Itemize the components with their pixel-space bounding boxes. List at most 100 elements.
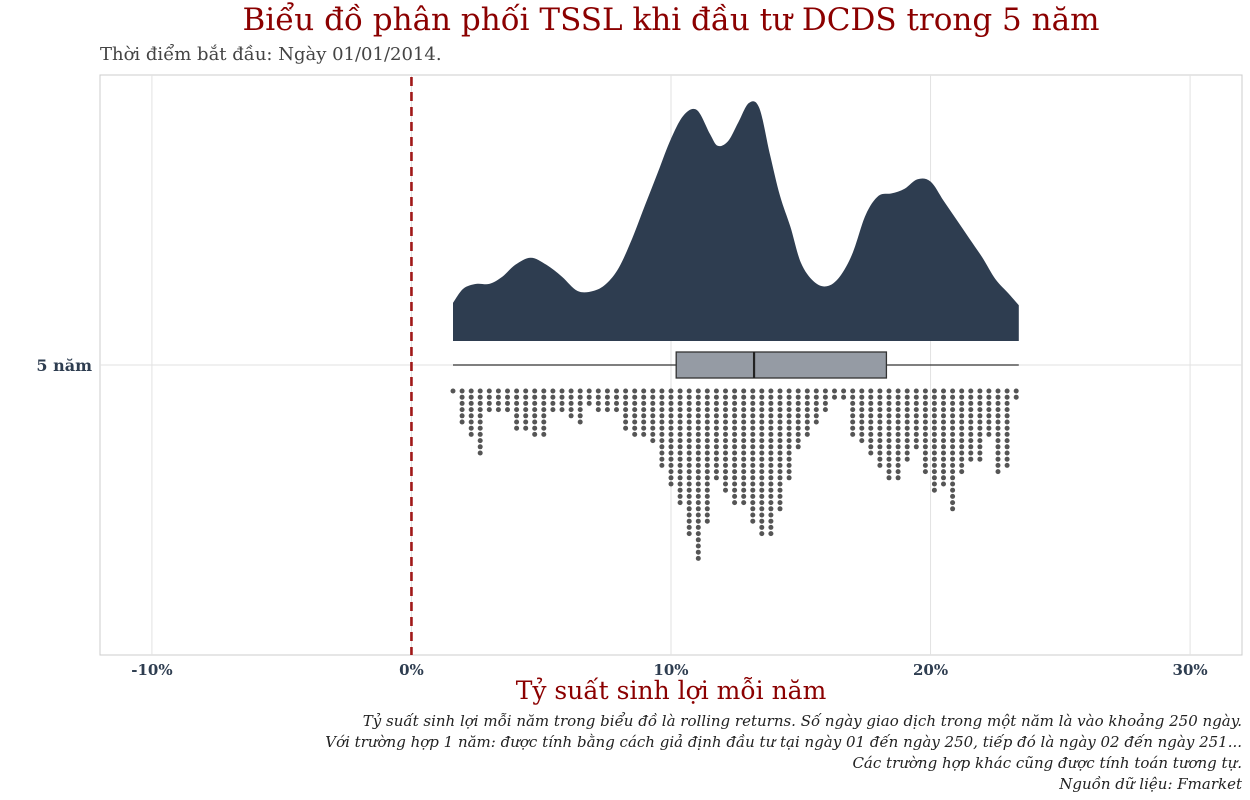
data-dot [968, 438, 974, 444]
data-dot [514, 388, 520, 394]
data-dot [931, 419, 937, 425]
data-dot [777, 493, 783, 499]
data-dot [650, 388, 656, 394]
data-dot [913, 413, 919, 419]
data-dot [931, 438, 937, 444]
data-dot [659, 407, 665, 413]
data-dot [822, 407, 828, 413]
data-dot [777, 425, 783, 431]
data-dot [859, 388, 865, 394]
data-dot [514, 394, 520, 400]
data-dot [922, 400, 928, 406]
data-dot [922, 407, 928, 413]
data-dot [741, 413, 747, 419]
data-dot [904, 407, 910, 413]
caption-line: Các trường hợp khác cũng được tính toán … [852, 754, 1242, 772]
data-dot [941, 388, 946, 394]
data-dot [514, 413, 520, 419]
data-dot [877, 438, 883, 444]
data-dot [559, 407, 565, 413]
data-dot [959, 456, 965, 462]
data-dot [1004, 438, 1010, 444]
data-dot [959, 419, 965, 425]
data-dot [614, 407, 619, 413]
data-dot [541, 425, 547, 431]
data-dot [922, 438, 928, 444]
data-dot [995, 469, 1001, 475]
data-dot [723, 394, 728, 400]
data-dot [695, 469, 701, 475]
data-dot [895, 444, 901, 450]
data-dot [577, 388, 583, 394]
data-dot [904, 425, 910, 431]
data-dot [868, 444, 874, 450]
data-dot [777, 506, 783, 512]
data-dot [750, 500, 756, 506]
data-dot [786, 438, 792, 444]
data-dot [922, 456, 928, 462]
data-dot [768, 493, 774, 499]
data-dot [741, 438, 747, 444]
data-dot [704, 438, 710, 444]
data-dot [704, 469, 710, 475]
data-dot [695, 431, 701, 437]
caption-line: Với trường hợp 1 năm: được tính bằng các… [325, 733, 1242, 751]
data-dot [659, 438, 665, 444]
data-dot [650, 400, 656, 406]
data-dot [877, 462, 883, 468]
data-dot [959, 388, 965, 394]
data-dot [804, 388, 810, 394]
data-dot [750, 388, 756, 394]
data-dot [931, 444, 937, 450]
data-dot [786, 419, 792, 425]
data-dot [577, 413, 583, 419]
data-dot [468, 407, 474, 413]
data-dot [768, 450, 774, 456]
data-dot [532, 419, 538, 425]
data-dot [723, 407, 728, 413]
data-dot [723, 462, 728, 468]
data-dot [686, 456, 692, 462]
data-dot [677, 500, 683, 506]
data-dot [695, 487, 701, 493]
data-dot [695, 456, 701, 462]
data-dot [632, 431, 638, 437]
data-dot [723, 419, 728, 425]
data-dot [505, 400, 510, 406]
data-dot [913, 431, 919, 437]
data-dot [986, 431, 992, 437]
data-dot [941, 444, 946, 450]
data-dot [477, 419, 483, 425]
data-dot [877, 444, 883, 450]
y-category-label: 5 năm [36, 356, 92, 375]
data-dot [695, 450, 701, 456]
data-dot [704, 400, 710, 406]
data-dot [659, 388, 665, 394]
data-dot [732, 438, 738, 444]
data-dot [723, 413, 728, 419]
data-dot [886, 419, 892, 425]
data-dot [950, 425, 956, 431]
data-dot [959, 407, 965, 413]
data-dot [859, 400, 865, 406]
data-dot [950, 475, 956, 481]
data-dot [641, 407, 647, 413]
caption-line: Nguồn dữ liệu: Fmarket [1059, 775, 1242, 793]
data-dot [732, 462, 738, 468]
data-dot [868, 400, 874, 406]
data-dot [995, 431, 1001, 437]
data-dot [495, 388, 501, 394]
data-dot [977, 419, 983, 425]
data-dot [986, 407, 992, 413]
data-dot [741, 400, 747, 406]
data-dot [677, 462, 683, 468]
data-dot [514, 400, 520, 406]
data-dot [604, 394, 610, 400]
data-dot [913, 438, 919, 444]
data-dot [813, 407, 819, 413]
data-dot [1004, 400, 1010, 406]
data-dot [895, 394, 901, 400]
data-dot [641, 394, 647, 400]
data-dot [777, 462, 783, 468]
data-dot [913, 444, 919, 450]
